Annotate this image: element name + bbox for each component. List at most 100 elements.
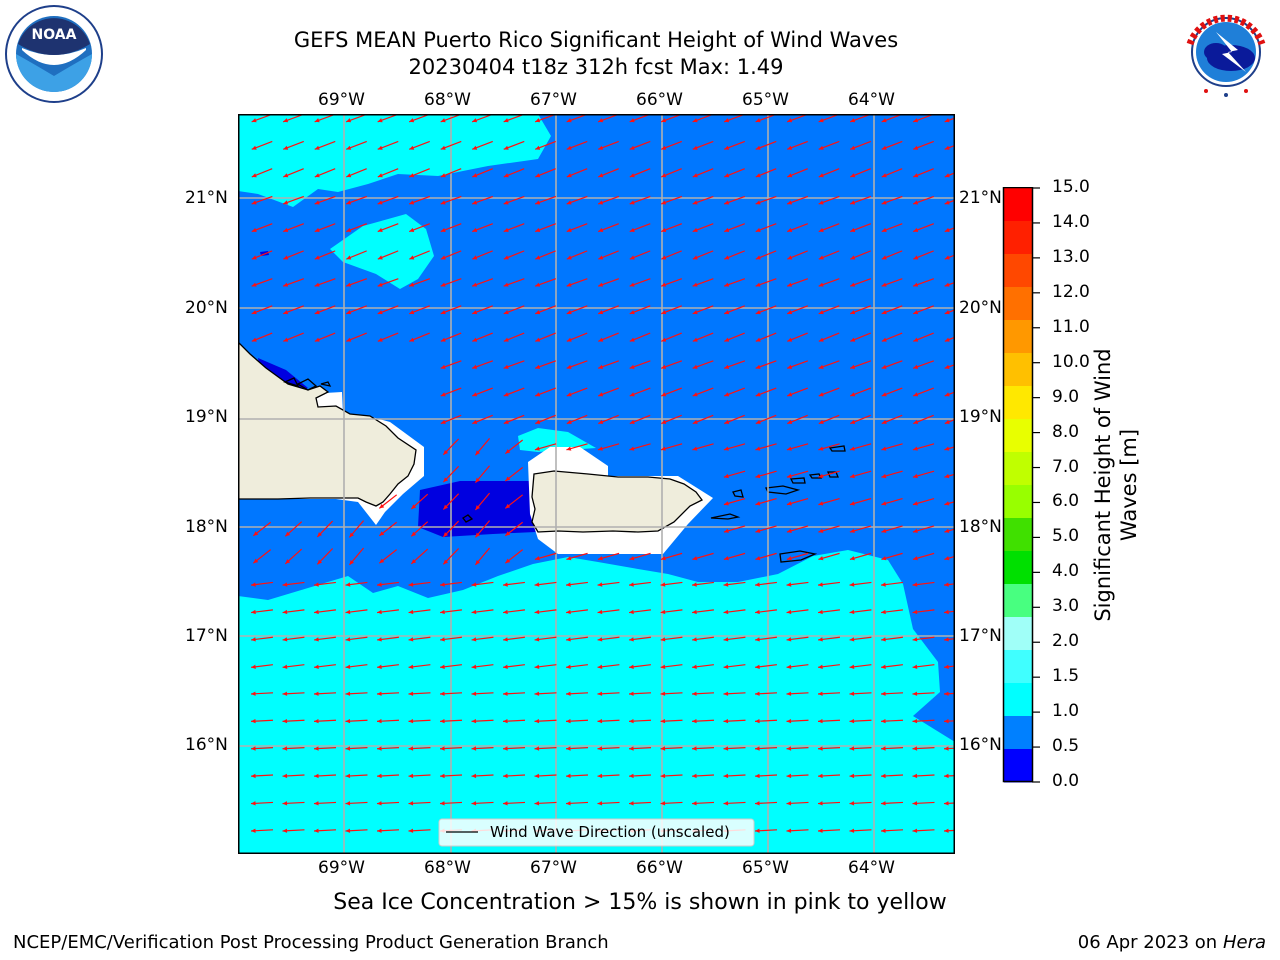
wave-arrow [881, 636, 903, 642]
wave-arrow [408, 609, 431, 615]
run-date: 06 Apr 2023 on Hera [1077, 932, 1266, 953]
wave-arrow [471, 773, 494, 779]
wave-arrow [442, 465, 460, 483]
colorbar-tick-label: 6.0 [1052, 491, 1080, 512]
wave-arrow [440, 223, 462, 233]
wave-arrow [503, 250, 525, 260]
wave-arrow [252, 549, 272, 564]
wave-arrow [818, 332, 840, 342]
wave-arrow [691, 746, 715, 751]
wave-arrow [850, 250, 871, 260]
wave-arrow [661, 305, 682, 315]
wave-arrow [912, 801, 935, 806]
wave-arrow [377, 664, 399, 669]
wave-arrow [723, 581, 746, 587]
wave-arrow [440, 278, 462, 287]
wave-arrow [818, 278, 840, 287]
wave-arrow [442, 520, 460, 538]
wave-arrow [534, 195, 557, 205]
wave-arrow [660, 443, 683, 451]
wave-arrow [881, 305, 903, 315]
lat-label: 17°N [185, 626, 228, 646]
wave-arrow [818, 168, 840, 178]
wave-arrow [314, 140, 336, 150]
wave-arrow [818, 581, 840, 587]
wave-arrow [849, 360, 872, 369]
wave-arrow [534, 609, 557, 615]
host-name: Hera [1222, 932, 1266, 953]
lon-label: 64°W [848, 858, 895, 878]
wave-arrow [282, 664, 305, 669]
wave-arrow [503, 387, 525, 397]
lat-label: 21°N [959, 188, 1002, 208]
wave-arrow [849, 801, 872, 806]
lon-label: 69°W [318, 90, 365, 110]
wave-arrow [408, 691, 431, 696]
wave-arrow [850, 305, 871, 315]
wave-arrow [660, 773, 683, 779]
wave-arrow [472, 223, 493, 233]
colorbar-bin [1004, 683, 1032, 717]
wave-arrow [348, 520, 365, 538]
wave-arrow [692, 140, 714, 150]
colorbar-bin [1004, 353, 1032, 387]
wave-arrow [598, 168, 619, 178]
wave-arrow [629, 305, 651, 315]
wave-arrow [566, 414, 588, 425]
lon-label: 65°W [742, 90, 789, 110]
wave-arrow [724, 387, 745, 397]
wave-arrow [471, 664, 494, 669]
colorbar-tick-label: 14.0 [1052, 211, 1090, 232]
legend-label: Wind Wave Direction (unscaled) [490, 823, 730, 841]
lon-label: 68°W [424, 90, 471, 110]
wave-arrow [566, 636, 588, 642]
colorbar-bin [1004, 452, 1032, 486]
wave-arrow [661, 387, 682, 397]
ice-note: Sea Ice Concentration > 15% is shown in … [333, 890, 947, 915]
colorbar-tick-label: 1.0 [1052, 701, 1080, 722]
noaa-logo: NOAA [4, 4, 104, 104]
wave-arrow [252, 521, 272, 537]
wave-arrow [440, 332, 462, 342]
lat-label: 19°N [959, 407, 1002, 427]
wave-arrow [503, 636, 525, 642]
wave-arrow [881, 414, 903, 425]
lat-label: 18°N [959, 517, 1002, 537]
wave-arrow [849, 691, 872, 696]
wave-arrow [944, 172, 955, 178]
wave-arrow [786, 609, 809, 615]
wave-arrow [534, 552, 557, 561]
wave-arrow [723, 525, 746, 533]
wave-arrow [502, 801, 526, 806]
wave-arrow [692, 609, 714, 615]
wave-arrow [944, 528, 955, 533]
wave-arrow [943, 691, 955, 696]
branch-credit: NCEP/EMC/Verification Post Processing Pr… [13, 932, 609, 953]
wave-arrow [566, 443, 588, 451]
wave-arrow [755, 223, 777, 233]
wave-arrow [723, 664, 746, 669]
wave-arrow [754, 828, 778, 833]
wave-arrow [723, 195, 746, 205]
wave-arrow [442, 548, 460, 565]
wave-arrow [377, 278, 399, 287]
colorbar-tick-label: 0.0 [1052, 771, 1080, 791]
wave-arrow [250, 773, 274, 779]
wave-arrow [313, 773, 337, 779]
wave-arrow [566, 140, 588, 150]
wave-arrow [251, 609, 273, 615]
wave-arrow [440, 168, 462, 178]
wave-arrow [912, 581, 935, 587]
wave-arrow [284, 521, 303, 537]
wave-arrow [471, 718, 494, 724]
wave-arrow [944, 418, 955, 425]
wave-arrow [503, 664, 525, 669]
wave-arrow [724, 414, 745, 425]
wave-arrow [250, 691, 274, 696]
wave-arrow [817, 773, 841, 779]
wave-arrow [817, 801, 841, 806]
wave-arrow [786, 773, 809, 779]
lon-label: 69°W [318, 858, 365, 878]
wave-arrow [723, 691, 746, 696]
wave-arrow [692, 443, 714, 451]
